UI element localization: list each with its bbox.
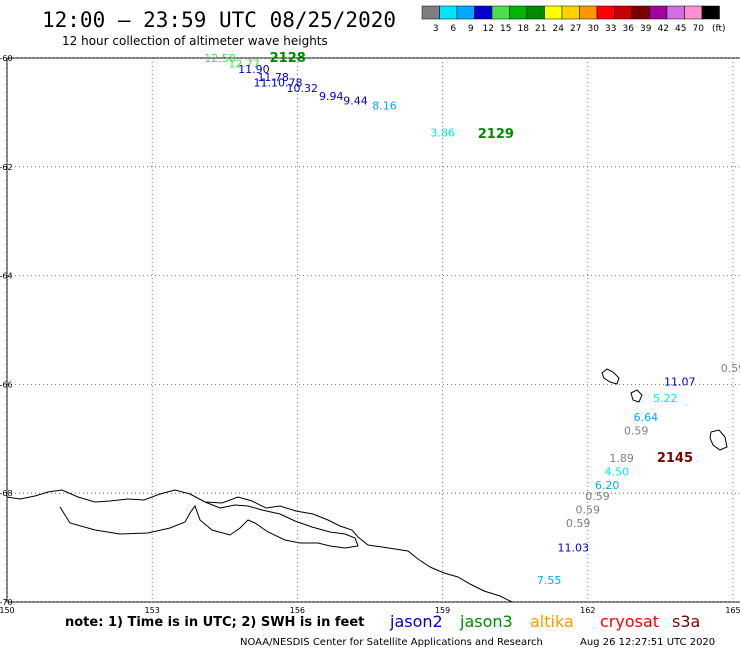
legend-swatch xyxy=(421,5,440,20)
latitude-labels: -60 -62 -64 -66 -68 -70 xyxy=(0,54,13,607)
map-subtitle: 12 hour collection of altimeter wave hei… xyxy=(62,34,328,48)
wave-height-value: 0.59 xyxy=(721,362,740,375)
wave-height-value: 11.10.78 xyxy=(254,76,303,89)
satellite-name: altika xyxy=(530,612,574,631)
legend-label: 6 xyxy=(450,24,456,34)
legend-label: 3 xyxy=(433,24,439,34)
legend-swatch xyxy=(579,5,598,20)
legend-swatch xyxy=(701,5,720,20)
color-legend: 3 6 9 12 15 18 21 24 27 30 33 36 39 42 45 70 xyxy=(421,5,720,34)
wave-height-value: 0.59 xyxy=(585,490,610,503)
footer-note: note: 1) Time is in UTC; 2) SWH is in fe… xyxy=(65,615,364,630)
satellite-name: cryosat xyxy=(600,612,659,631)
wave-height-value: 0.59 xyxy=(566,517,591,530)
wave-height-value: 8.16 xyxy=(372,99,397,112)
footer-timestamp: Aug 26 12:27:51 UTC 2020 xyxy=(580,637,715,648)
legend-label: 12 xyxy=(483,24,494,34)
legend-swatch xyxy=(491,5,510,20)
graticule xyxy=(6,57,740,603)
satellite-legend: jason2 jason3 altika cryosat s3a xyxy=(389,612,700,631)
legend-label: 24 xyxy=(553,24,565,34)
legend-swatch xyxy=(526,5,545,20)
wave-height-value: 4.50 xyxy=(605,465,630,478)
longitude-label: 153 xyxy=(145,606,160,615)
pass-labels: 2128 2129 2145 xyxy=(270,51,693,466)
latitude-label: -70 xyxy=(0,598,13,607)
legend-swatch xyxy=(684,5,703,20)
longitude-label: 162 xyxy=(580,606,595,615)
balleny-island-2 xyxy=(630,389,643,403)
antarctic-peninsula xyxy=(59,501,359,549)
legend-swatch xyxy=(561,5,580,20)
wave-height-value: 11.78 xyxy=(257,71,289,84)
map-frame xyxy=(6,57,740,603)
wave-height-value: 11.07 xyxy=(664,376,696,389)
wave-height-value: 11.03 xyxy=(558,542,590,555)
longitude-label: 159 xyxy=(435,606,450,615)
legend-swatch xyxy=(544,5,563,20)
satellite-name: jason2 xyxy=(389,612,443,631)
pass-number-label: 2145 xyxy=(657,451,693,466)
wave-height-value: 0.59 xyxy=(576,504,601,517)
wave-height-value: 3.86 xyxy=(430,127,455,140)
wave-height-value: 9.94 xyxy=(319,90,344,103)
legend-swatch xyxy=(614,5,633,20)
legend-label: 45 xyxy=(675,24,686,34)
legend-label: 42 xyxy=(658,24,669,34)
satellite-name: s3a xyxy=(672,612,700,631)
longitude-label: 156 xyxy=(290,606,305,615)
latitude-label: -64 xyxy=(0,272,13,281)
wave-height-value: 9.44 xyxy=(343,94,368,107)
legend-swatch xyxy=(456,5,475,20)
legend-label: 36 xyxy=(623,24,635,34)
wave-height-value: 6.64 xyxy=(634,411,659,424)
wave-height-value: 1.89 xyxy=(609,452,634,465)
wave-height-value: 5.22 xyxy=(653,392,678,405)
legend-label: 70 xyxy=(693,24,705,34)
legend-swatch xyxy=(666,5,685,20)
legend-label: 33 xyxy=(605,24,616,34)
map-title: 12:00 – 23:59 UTC 08/25/2020 xyxy=(42,8,396,32)
longitude-label: 165 xyxy=(725,606,740,615)
legend-swatch xyxy=(439,5,458,20)
latitude-label: -68 xyxy=(0,489,13,498)
latitude-label: -62 xyxy=(0,163,13,172)
legend-label: 18 xyxy=(518,24,530,34)
legend-swatch xyxy=(509,5,528,20)
legend-label: 30 xyxy=(588,24,600,34)
legend-label: 39 xyxy=(640,24,652,34)
legend-label: 21 xyxy=(535,24,546,34)
wave-height-value: 11.90 xyxy=(238,63,270,76)
latitude-label: -66 xyxy=(0,380,13,389)
wave-height-value: 7.55 xyxy=(537,574,562,587)
balleny-island-3 xyxy=(709,429,728,451)
legend-label: 15 xyxy=(500,24,511,34)
longitude-labels: 150 153 156 159 162 165 xyxy=(0,606,740,615)
wave-height-value: 0.59 xyxy=(624,425,649,438)
coastline xyxy=(6,368,728,603)
legend-swatch xyxy=(631,5,650,20)
legend-swatch xyxy=(596,5,615,20)
wave-height-value: 12.58 xyxy=(204,52,236,65)
wave-height-value: 6.20 xyxy=(595,479,620,492)
antarctic-coastline xyxy=(6,489,513,603)
legend-swatch xyxy=(649,5,668,20)
satellite-name: jason3 xyxy=(459,612,513,631)
pass-number-label: 2129 xyxy=(478,127,514,142)
longitude-label: 150 xyxy=(0,606,15,615)
legend-unit: (ft) xyxy=(712,24,726,34)
legend-label: 27 xyxy=(570,24,581,34)
wave-height-value: 12.77 xyxy=(228,57,260,70)
pass-number-label: 2128 xyxy=(270,51,306,66)
legend-swatch xyxy=(474,5,493,20)
balleny-island-1 xyxy=(601,368,620,385)
legend-label: 9 xyxy=(468,24,474,34)
latitude-label: -60 xyxy=(0,54,13,63)
wave-height-value: 10.32 xyxy=(286,82,318,95)
footer-credit: NOAA/NESDIS Center for Satellite Applica… xyxy=(240,637,543,648)
